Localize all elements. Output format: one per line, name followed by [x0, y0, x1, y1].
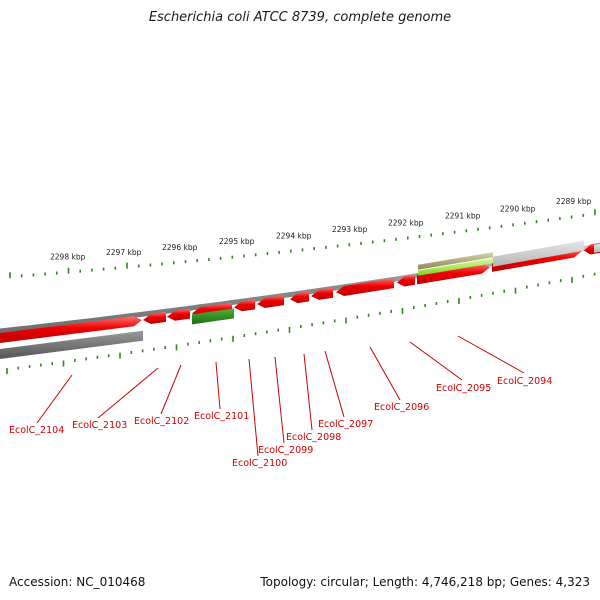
gene-arrow — [397, 274, 415, 287]
gene-label: EcolC_2100 — [232, 458, 287, 469]
outer-scale-ticks — [9, 209, 596, 279]
reverse-strand-genes — [0, 240, 600, 359]
gene-arrow — [0, 316, 142, 343]
callout-line — [97, 367, 159, 419]
scale-label: 2292 kbp — [388, 219, 424, 228]
scale-label: 2290 kbp — [500, 205, 536, 214]
accession-text: Accession: NC_010468 — [9, 575, 146, 589]
gene-arrow — [234, 299, 255, 312]
callout-line — [324, 350, 345, 418]
callout-line — [409, 341, 463, 381]
scale-label: 2293 kbp — [332, 225, 368, 234]
gene-arrow — [311, 287, 333, 300]
scale-label: 2297 kbp — [106, 248, 142, 257]
callout-line — [36, 374, 73, 424]
genome-title: Escherichia coli ATCC 8739, complete gen… — [148, 10, 452, 25]
inner-scale-ticks — [6, 272, 596, 375]
backbone-band — [0, 243, 600, 334]
gene-label: EcolC_2095 — [436, 383, 491, 394]
backbone-ring — [0, 243, 600, 334]
gene-block-light-gray — [594, 243, 600, 253]
callout-line — [303, 353, 313, 431]
gene-arrow — [257, 295, 284, 308]
gene-arrow — [167, 308, 190, 321]
gene-block-lime — [418, 258, 493, 276]
gene-block-light-gray — [493, 240, 584, 267]
callout-line — [457, 335, 525, 374]
gene-label: EcolC_2097 — [318, 419, 373, 430]
scale-label: 2291 kbp — [445, 212, 481, 221]
gene-label: EcolC_2102 — [134, 416, 189, 427]
gene-arrow — [336, 278, 394, 297]
scale-label: 2296 kbp — [162, 243, 198, 252]
gene-arrow — [290, 291, 309, 304]
gene-block-olive — [418, 252, 493, 270]
gene-label: EcolC_2096 — [374, 402, 429, 413]
callout-line — [369, 346, 401, 401]
gene-arrow — [417, 263, 490, 285]
gene-label: EcolC_2104 — [9, 425, 64, 436]
gene-block-green — [192, 308, 234, 325]
gene-label: EcolC_2099 — [258, 445, 313, 456]
gene-label: EcolC_2094 — [497, 376, 552, 387]
genome-summary: Topology: circular; Length: 4,746,218 bp… — [260, 575, 590, 589]
gene-arrow — [143, 311, 166, 324]
callout-line — [160, 364, 182, 415]
scale-label: 2289 kbp — [556, 197, 592, 206]
scale-label: 2298 kbp — [50, 253, 86, 262]
callout-line — [274, 356, 285, 444]
gene-block-gray — [0, 330, 143, 359]
callout-line — [248, 358, 259, 457]
gene-label: EcolC_2101 — [194, 411, 249, 422]
scale-labels: 2298 kbp 2297 kbp 2296 kbp 2295 kbp 2294 kbp… — [50, 197, 592, 261]
gene-callouts: EcolC_2104 EcolC_2103 EcolC_2102 EcolC_2101… — [9, 335, 552, 469]
gene-label: EcolC_2098 — [286, 432, 341, 443]
scale-label: 2295 kbp — [219, 237, 255, 246]
gene-label: EcolC_2103 — [72, 420, 127, 431]
scale-label: 2294 kbp — [276, 231, 312, 240]
callout-line — [215, 361, 221, 410]
